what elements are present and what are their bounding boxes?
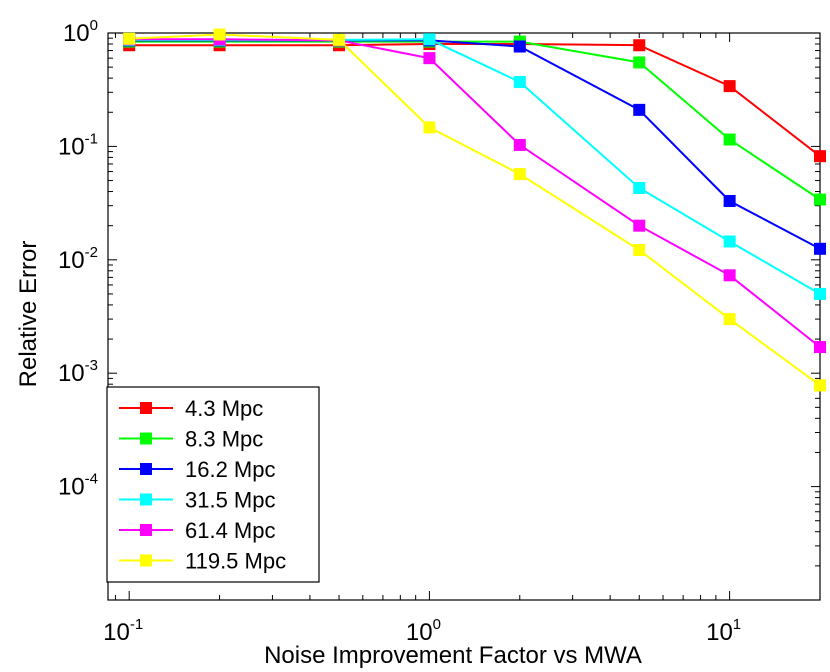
data-point <box>633 39 646 52</box>
data-point <box>633 103 646 116</box>
data-point <box>633 181 646 194</box>
data-point <box>213 28 226 41</box>
y-axis-title: Relative Error <box>15 241 42 388</box>
legend-label: 4.3 Mpc <box>185 396 263 421</box>
data-point <box>513 75 526 88</box>
data-point <box>723 195 736 208</box>
data-point <box>814 150 826 163</box>
data-point <box>814 287 826 300</box>
series-line <box>129 38 821 348</box>
x-tick-label: 101 <box>706 616 741 646</box>
data-point <box>723 269 736 282</box>
data-point <box>723 235 736 248</box>
data-point <box>123 32 136 45</box>
x-axis-title: Noise Improvement Factor vs MWA <box>264 642 642 669</box>
data-point <box>633 244 646 257</box>
y-tick-label: 10-1 <box>58 130 98 160</box>
data-point <box>423 121 436 134</box>
legend: 4.3 Mpc 8.3 Mpc 16.2 Mpc 31.5 Mpc 61.4 Mpc 11… <box>106 386 320 583</box>
legend-swatch-marker <box>140 524 152 536</box>
data-point <box>814 379 826 392</box>
ticks-layer: 10-1 100 101 100 10-1 10-2 10-3 10-4 <box>58 17 821 646</box>
x-tick-label: 100 <box>406 616 441 646</box>
data-point <box>723 133 736 146</box>
series-line <box>129 33 821 387</box>
y-tick-label: 10-4 <box>58 471 98 501</box>
legend-swatch-marker <box>140 554 152 567</box>
legend-swatch-marker <box>140 432 152 445</box>
data-point <box>633 219 646 232</box>
legend-swatch-marker <box>140 463 152 475</box>
y-tick-label: 100 <box>63 17 98 47</box>
series-lines <box>129 33 821 387</box>
legend-swatch-marker <box>140 493 152 506</box>
data-point <box>513 40 526 53</box>
x-tick-label: 10-1 <box>103 616 143 646</box>
data-point <box>333 33 346 46</box>
data-point <box>633 56 646 69</box>
data-point <box>513 138 526 151</box>
legend-label: 61.4 Mpc <box>185 518 276 543</box>
legend-label: 16.2 Mpc <box>185 457 276 482</box>
data-point <box>723 80 736 93</box>
legend-box <box>106 386 320 583</box>
legend-label: 119.5 Mpc <box>185 549 286 574</box>
legend-swatch-marker <box>140 402 152 414</box>
y-tick-label: 10-2 <box>58 244 98 274</box>
legend-label: 8.3 Mpc <box>185 427 263 452</box>
data-point <box>423 33 436 46</box>
series-line <box>129 40 821 201</box>
data-point <box>814 242 826 255</box>
data-point <box>723 313 736 326</box>
y-tick-label: 10-3 <box>58 357 98 387</box>
data-point <box>513 168 526 181</box>
data-point <box>423 52 436 65</box>
data-point <box>814 193 826 206</box>
series-markers <box>123 28 826 392</box>
legend-label: 31.5 Mpc <box>185 488 276 513</box>
data-point <box>814 341 826 354</box>
